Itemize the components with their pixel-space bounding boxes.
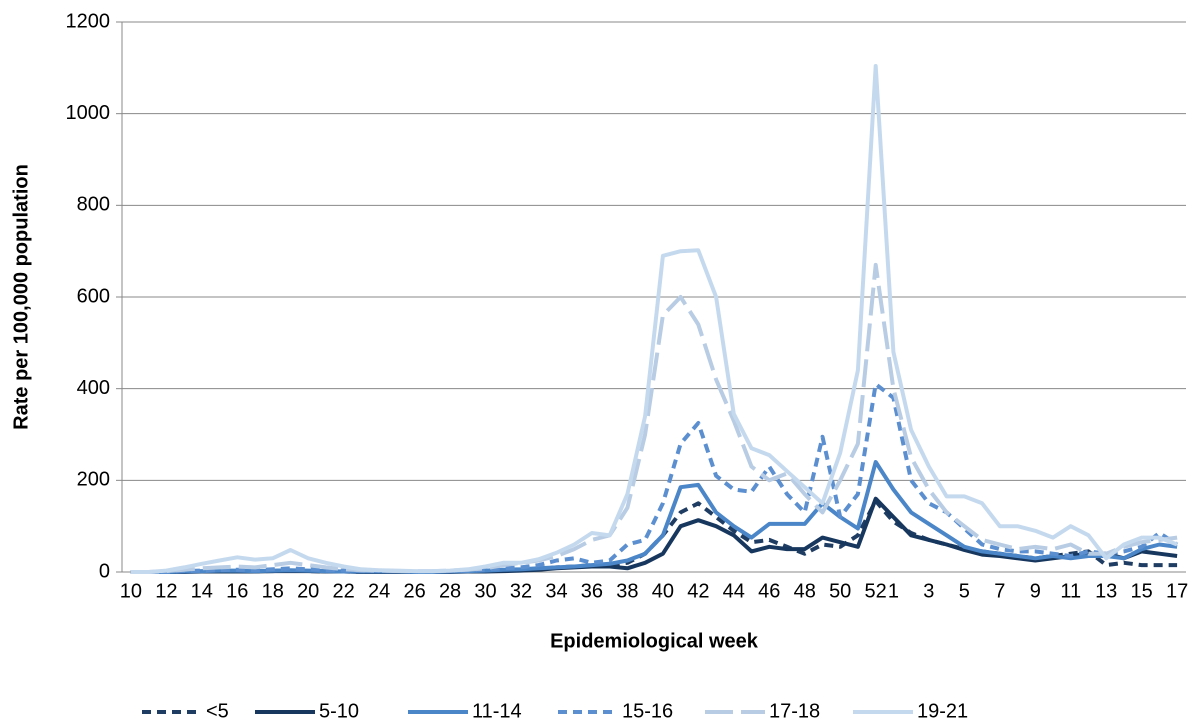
legend-label: 15-16 bbox=[622, 700, 673, 722]
y-tick-label: 0 bbox=[99, 560, 110, 582]
x-tick-label: 40 bbox=[652, 580, 674, 602]
x-tick-label: 46 bbox=[758, 580, 780, 602]
y-axis-title: Rate per 100,000 population bbox=[10, 164, 32, 430]
x-tick-label: 1 bbox=[888, 580, 899, 602]
x-tick-label: 3 bbox=[923, 580, 934, 602]
x-tick-label: 32 bbox=[510, 580, 532, 602]
y-tick-label: 1000 bbox=[66, 102, 111, 124]
y-tick-label: 800 bbox=[77, 194, 110, 216]
legend-label: 17-18 bbox=[769, 700, 820, 722]
x-tick-label: 20 bbox=[297, 580, 319, 602]
y-tick-label: 1200 bbox=[66, 10, 111, 32]
x-tick-label: 50 bbox=[829, 580, 851, 602]
x-tick-label: 44 bbox=[723, 580, 745, 602]
x-tick-label: 52 bbox=[865, 580, 887, 602]
x-tick-label: 22 bbox=[333, 580, 355, 602]
x-tick-label: 12 bbox=[155, 580, 177, 602]
series-line bbox=[130, 460, 1178, 574]
x-axis-title: Epidemiological week bbox=[550, 630, 759, 652]
legend-label: <5 bbox=[206, 700, 229, 722]
x-tick-label: 17 bbox=[1166, 580, 1188, 602]
x-tick-label: 48 bbox=[794, 580, 816, 602]
x-tick-label: 30 bbox=[474, 580, 496, 602]
x-tick-label: 11 bbox=[1060, 580, 1081, 602]
x-tick-label: 34 bbox=[545, 580, 567, 602]
x-tick-label: 7 bbox=[994, 580, 1005, 602]
x-tick-label: 15 bbox=[1131, 580, 1153, 602]
x-tick-label: 24 bbox=[368, 580, 390, 602]
x-tick-label: 18 bbox=[262, 580, 284, 602]
legend-label: 11-14 bbox=[472, 700, 522, 722]
x-tick-label: 16 bbox=[226, 580, 248, 602]
series-line bbox=[130, 64, 1178, 574]
x-tick-label: 28 bbox=[439, 580, 461, 602]
series-line bbox=[130, 262, 1178, 574]
y-tick-label: 200 bbox=[77, 469, 110, 491]
x-tick-label: 42 bbox=[687, 580, 709, 602]
y-tick-label: 400 bbox=[77, 377, 110, 399]
x-tick-label: 10 bbox=[120, 580, 142, 602]
x-tick-label: 36 bbox=[581, 580, 603, 602]
x-tick-label: 26 bbox=[403, 580, 425, 602]
legend-label: 5-10 bbox=[319, 700, 359, 722]
legend-label: 19-21 bbox=[917, 700, 968, 722]
series-line bbox=[130, 382, 1179, 574]
x-tick-label: 38 bbox=[616, 580, 638, 602]
x-tick-label: 13 bbox=[1095, 580, 1117, 602]
x-tick-label: 9 bbox=[1030, 580, 1041, 602]
series-line bbox=[130, 496, 1178, 574]
x-tick-label: 5 bbox=[959, 580, 970, 602]
x-tick-label: 14 bbox=[191, 580, 213, 602]
y-tick-label: 600 bbox=[77, 285, 110, 307]
